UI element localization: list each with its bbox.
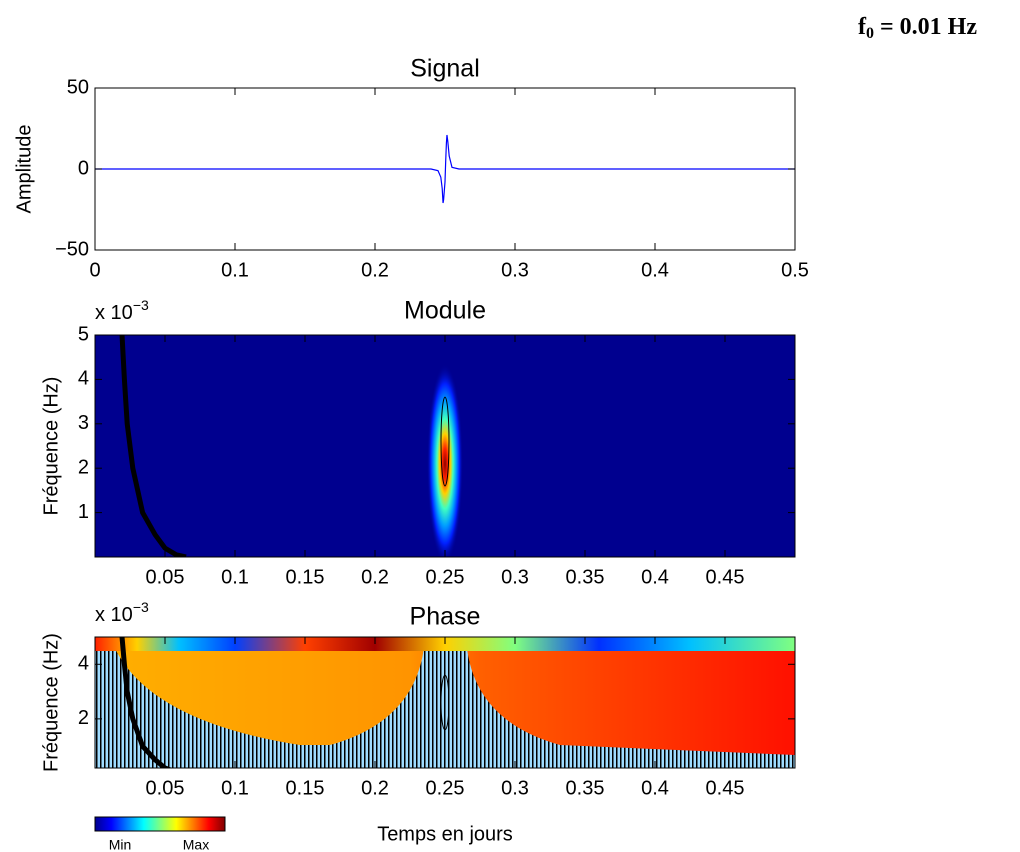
x-tick-label: 0.3 — [501, 777, 529, 799]
influence-cone — [119, 335, 187, 557]
y-tick-label: 1 — [78, 501, 89, 523]
y-multiplier: x 10−3 — [95, 297, 149, 325]
colorbar — [94, 816, 226, 832]
x-tick-label: 0.25 — [426, 566, 465, 588]
x-tick-label: 0.2 — [361, 566, 389, 588]
y-tick-label: 3 — [78, 412, 89, 434]
x-tick-label: 0.1 — [221, 777, 249, 799]
x-tick-label: 0.45 — [706, 566, 745, 588]
signal-line — [95, 134, 795, 204]
chart-title: Signal — [410, 55, 480, 83]
y-tick-label: 5 — [78, 323, 89, 345]
x-tick-label: 0.2 — [361, 777, 389, 799]
contour — [440, 674, 450, 731]
y-multiplier: x 10−3 — [95, 599, 149, 627]
y-multiplier-base: x 10 — [95, 604, 133, 626]
x-axis-label: Temps en jours — [377, 823, 513, 845]
figure-title: f0 = 0.01 Hz — [858, 14, 977, 42]
y-tick-label: 2 — [78, 707, 89, 729]
phase-stripes — [95, 637, 795, 768]
x-tick-label: 0.4 — [641, 777, 669, 799]
plot-area — [95, 134, 795, 204]
y-tick-label: 50 — [67, 76, 89, 98]
plot-area — [95, 637, 795, 768]
x-tick-label: 0.5 — [781, 259, 809, 281]
chart-title: Phase — [410, 603, 481, 631]
y-tick-label: 0 — [78, 157, 89, 179]
y-tick-label: 4 — [78, 653, 89, 675]
influence-cone — [119, 637, 173, 768]
x-tick-label: 0.05 — [146, 566, 185, 588]
x-tick-label: 0.3 — [501, 259, 529, 281]
y-tick-label: −50 — [55, 238, 89, 260]
y-multiplier-base: x 10 — [95, 302, 133, 324]
x-tick-label: 0.4 — [641, 566, 669, 588]
y-axis-label: Amplitude — [13, 125, 35, 214]
colorbar-max: Max — [183, 837, 209, 852]
y-tick-label: 2 — [78, 456, 89, 478]
contour — [440, 396, 450, 487]
chart-title: Module — [404, 297, 486, 325]
heatmap-peak — [427, 363, 463, 557]
y-multiplier-exponent: −3 — [133, 297, 149, 313]
plot-area — [95, 335, 795, 557]
x-tick-label: 0.45 — [706, 777, 745, 799]
x-tick-label: 0.1 — [221, 566, 249, 588]
x-tick-label: 0.15 — [286, 777, 325, 799]
x-tick-label: 0.1 — [221, 259, 249, 281]
x-tick-label: 0.2 — [361, 259, 389, 281]
x-tick-label: 0.35 — [566, 777, 605, 799]
x-tick-label: 0.3 — [501, 566, 529, 588]
y-axis-label: Fréquence (Hz) — [40, 377, 62, 516]
x-tick-label: 0.15 — [286, 566, 325, 588]
x-tick-label: 0 — [89, 259, 100, 281]
y-tick-label: 4 — [78, 368, 89, 390]
colorbar-min: Min — [109, 837, 132, 852]
y-multiplier-exponent: −3 — [133, 599, 149, 615]
x-tick-label: 0.25 — [426, 777, 465, 799]
y-axis-label: Fréquence (Hz) — [40, 633, 62, 772]
x-tick-label: 0.35 — [566, 566, 605, 588]
x-tick-label: 0.4 — [641, 259, 669, 281]
x-tick-label: 0.05 — [146, 777, 185, 799]
